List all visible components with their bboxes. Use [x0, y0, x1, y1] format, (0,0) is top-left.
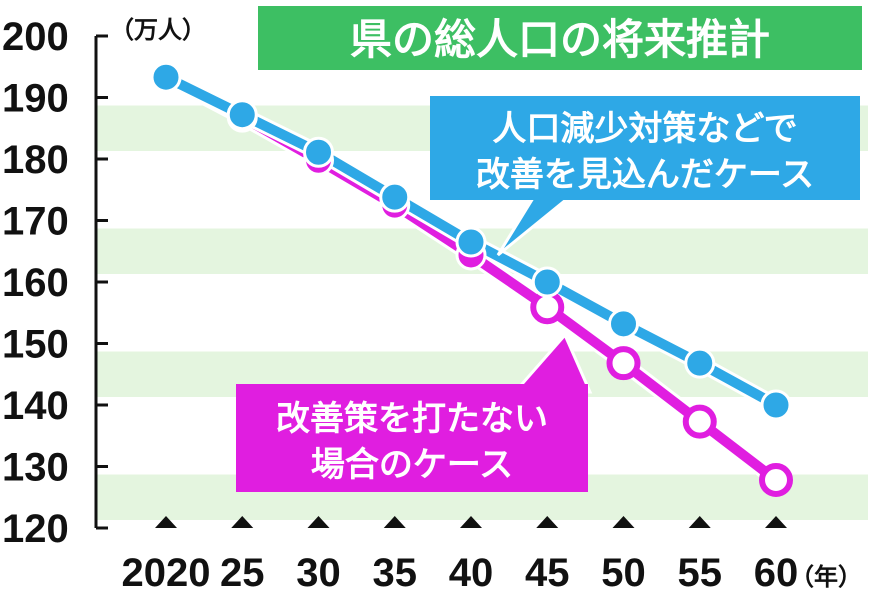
data-point	[608, 308, 639, 340]
x-tick-label: 50	[601, 551, 646, 595]
legend-callout-blue-box	[430, 96, 860, 200]
data-point	[379, 181, 411, 213]
y-tick-label: 120	[2, 507, 69, 551]
data-point	[682, 404, 717, 439]
x-tick-marker	[231, 516, 254, 528]
data-point	[226, 99, 258, 131]
x-tick-labels: 2020 25 30 35 40 45 50 55 60	[122, 551, 799, 595]
y-tick-label: 160	[2, 261, 69, 305]
chart-title-text: 県の総人口の将来推計	[350, 15, 770, 64]
data-point	[760, 389, 792, 421]
x-tick-label: 60	[754, 551, 799, 595]
x-tick-label: 30	[296, 551, 341, 595]
data-point	[455, 226, 487, 258]
x-tick-marker	[612, 516, 635, 528]
legend-callout-blue-line1: 人口減少対策などで	[492, 109, 797, 149]
y-tick-label: 180	[2, 138, 69, 182]
chart-title: 県の総人口の将来推計	[258, 6, 862, 70]
x-tick-marker	[460, 516, 482, 528]
x-tick-label: 55	[678, 551, 723, 595]
legend-callout-magenta-box	[236, 384, 588, 492]
legend-callout-magenta-line2: 場合のケース	[311, 445, 513, 485]
y-tick-label: 190	[2, 77, 69, 121]
x-tick-label: 25	[220, 551, 265, 595]
y-unit-label: （万人）	[110, 16, 206, 44]
chart-title-background	[258, 6, 862, 70]
y-tick-label: 170	[2, 200, 69, 244]
x-tick-marker	[688, 516, 711, 528]
legend-callout-blue-line2: 改善を見込んだケース	[476, 155, 814, 195]
data-point	[303, 136, 334, 168]
data-point	[150, 61, 182, 93]
data-point	[531, 266, 563, 298]
x-tick-label: 45	[525, 551, 570, 595]
x-tick-marker	[765, 516, 787, 528]
y-tick-labels: 120 130 140 150 160 170 180 190 200	[2, 15, 69, 551]
x-tick-label: 40	[449, 551, 494, 595]
y-tick-label: 140	[2, 384, 69, 428]
x-tick-label: 35	[373, 551, 418, 595]
y-tick-label: 200	[2, 15, 69, 59]
legend-callout-magenta: 改善策を打たない 場合のケース	[236, 332, 593, 492]
x-tick-label: 2020	[122, 551, 211, 595]
x-tick-markers	[155, 516, 787, 528]
data-point	[684, 347, 716, 379]
legend-callout-blue: 人口減少対策などで 改善を見込んだケース	[430, 96, 860, 257]
x-tick-marker	[155, 516, 177, 528]
data-point	[606, 346, 641, 381]
x-unit-label: （年）	[790, 563, 862, 591]
legend-callout-magenta-line1: 改善策を打たない	[276, 399, 548, 439]
x-tick-marker	[383, 516, 406, 528]
x-tick-marker	[536, 516, 559, 528]
data-point	[759, 463, 793, 498]
x-tick-marker	[307, 516, 330, 528]
y-axis	[94, 34, 108, 530]
y-tick-label: 130	[2, 446, 69, 490]
series-points	[150, 61, 793, 498]
y-tick-label: 150	[2, 323, 69, 367]
